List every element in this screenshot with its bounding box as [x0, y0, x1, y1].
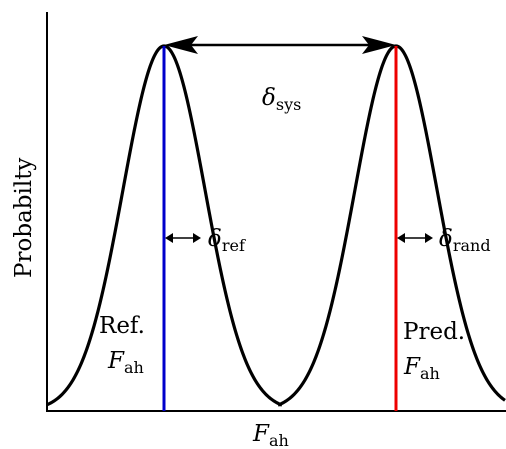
- predicted-label-symbol: Fah: [403, 354, 440, 383]
- reference-width-label: δref: [208, 226, 246, 255]
- x-axis-label: Fah: [252, 421, 289, 449]
- predicted-distribution-curve: [277, 44, 506, 407]
- predicted-label-word: Pred.: [403, 319, 465, 345]
- systematic-error-label: δsys: [262, 85, 301, 114]
- reference-label-symbol: Fah: [107, 348, 144, 377]
- systematic-error-arrow: [164, 36, 396, 54]
- random-width-label: δrand: [439, 226, 491, 255]
- random-width-arrow: [397, 233, 433, 243]
- reference-label-word: Ref.: [99, 313, 145, 339]
- y-axis-label: Probabilty: [11, 158, 37, 278]
- reference-width-arrow: [165, 233, 201, 243]
